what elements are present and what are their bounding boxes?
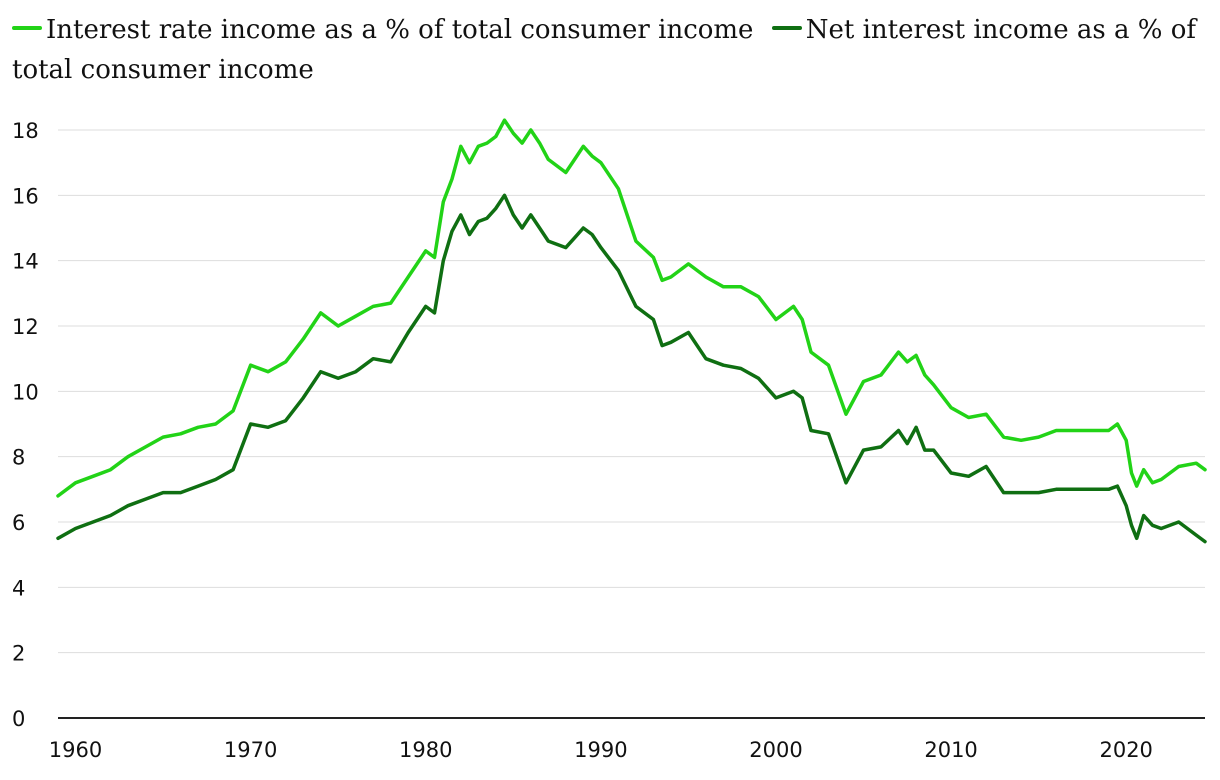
x-tick-label-1960: 1960 bbox=[49, 738, 102, 762]
y-tick-label-2: 2 bbox=[12, 642, 25, 666]
y-tick-label-6: 6 bbox=[12, 511, 25, 535]
y-tick-label-12: 12 bbox=[12, 315, 39, 339]
x-tick-label-2000: 2000 bbox=[749, 738, 802, 762]
gridlines bbox=[58, 129, 1205, 719]
y-tick-label-4: 4 bbox=[12, 576, 25, 600]
legend-entry-net-interest-income: Net interest income as a % of total cons… bbox=[12, 15, 1196, 85]
legend-label-net-interest-income: Net interest income as a % of total cons… bbox=[12, 15, 1197, 85]
x-tick-label-1980: 1980 bbox=[399, 738, 452, 762]
y-tick-label-18: 18 bbox=[12, 119, 39, 143]
legend: Interest rate income as a % of total con… bbox=[12, 10, 1212, 90]
legend-entry-interest-rate-income: Interest rate income as a % of total con… bbox=[12, 15, 753, 45]
legend-swatch-net-interest-income bbox=[771, 26, 802, 30]
y-axis-tick-labels: 0 2 4 6 8 10 12 14 16 18 bbox=[12, 119, 39, 731]
x-axis-tick-labels: 1960 1970 1980 1990 2000 2010 2020 bbox=[49, 738, 1153, 762]
y-tick-label-0: 0 bbox=[12, 707, 25, 731]
y-tick-label-10: 10 bbox=[12, 380, 39, 404]
series-line-interest-rate-income bbox=[56, 118, 1207, 498]
x-tick-label-2020: 2020 bbox=[1099, 738, 1152, 762]
x-tick-label-1990: 1990 bbox=[574, 738, 627, 762]
legend-label-interest-rate-income: Interest rate income as a % of total con… bbox=[46, 15, 754, 45]
legend-swatch-interest-rate-income bbox=[12, 26, 42, 30]
x-tick-label-2010: 2010 bbox=[924, 738, 977, 762]
y-tick-label-8: 8 bbox=[12, 446, 25, 470]
y-tick-label-14: 14 bbox=[12, 250, 39, 274]
y-tick-label-16: 16 bbox=[12, 184, 39, 208]
series-lines bbox=[56, 118, 1207, 544]
x-tick-label-1970: 1970 bbox=[224, 738, 277, 762]
series-line-net-interest-income bbox=[56, 193, 1207, 544]
